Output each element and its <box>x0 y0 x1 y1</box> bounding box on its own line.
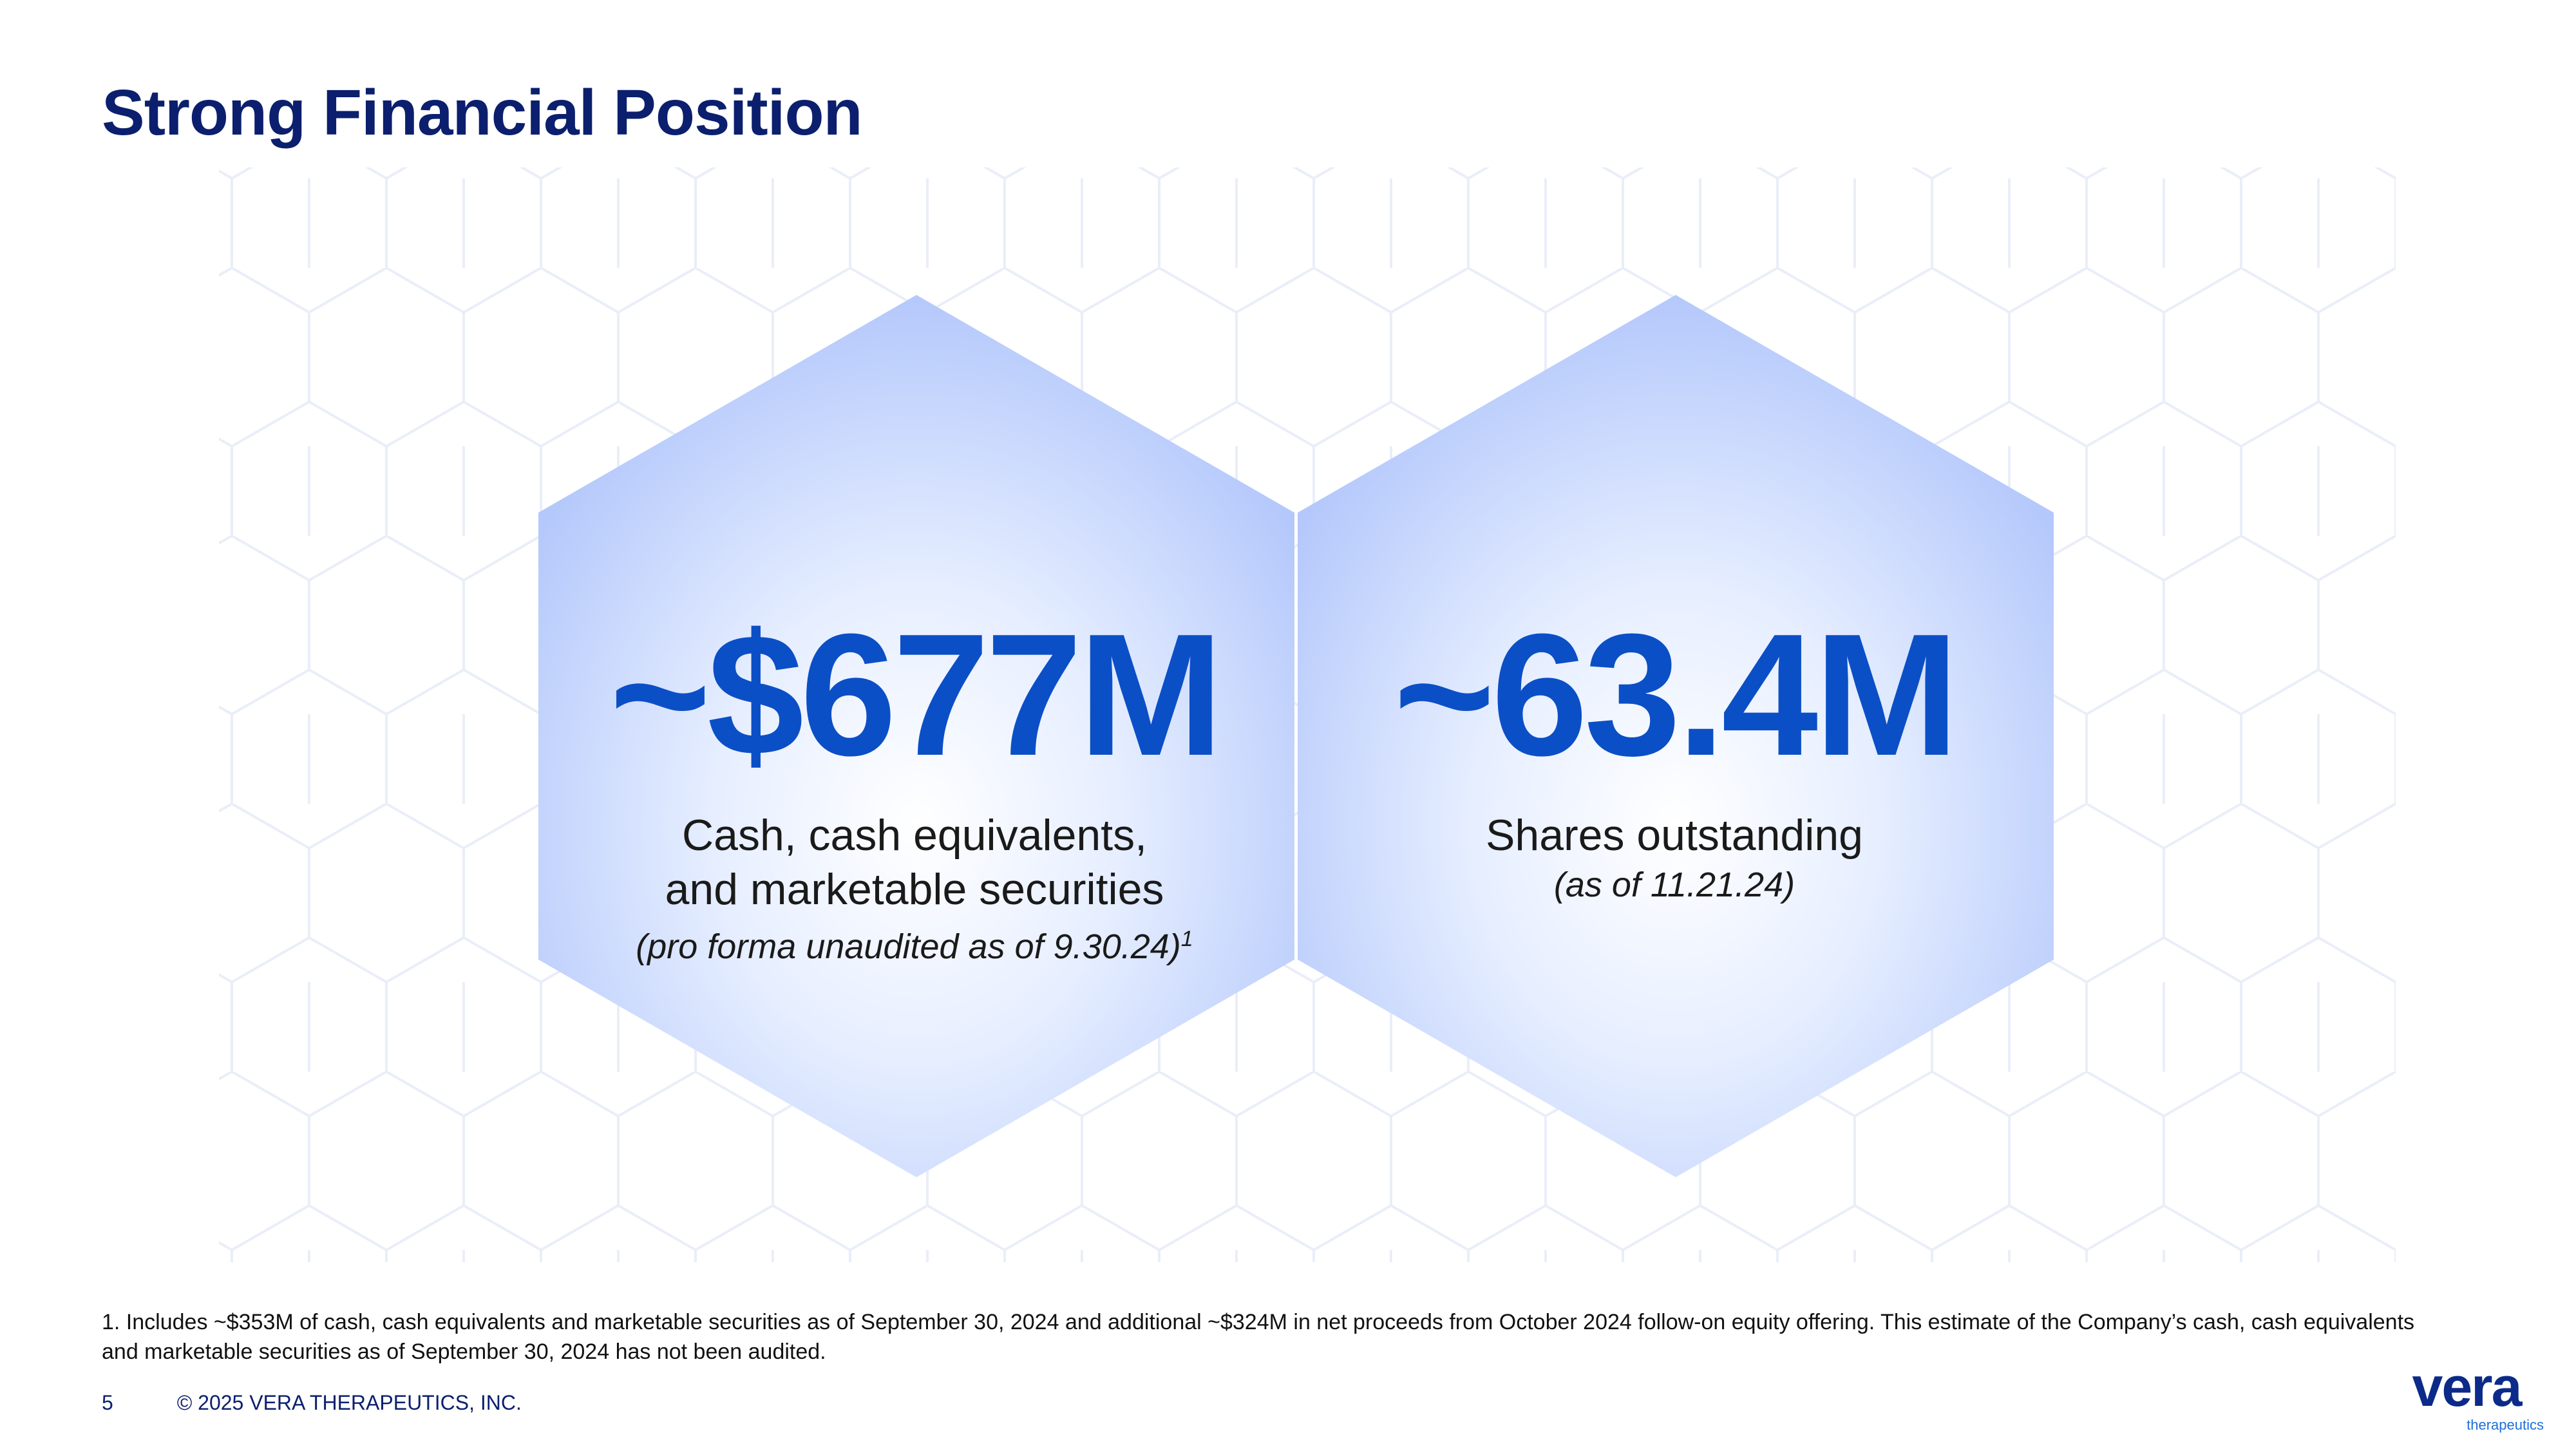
stat-cash-note: (pro forma unaudited as of 9.30.24)1 <box>535 916 1294 969</box>
logo-tagline: therapeutics <box>2467 1417 2544 1433</box>
copyright: © 2025 VERA THERAPEUTICS, INC. <box>176 1391 522 1414</box>
stat-cash: ~$677M Cash, cash equivalents, and marke… <box>535 609 1294 969</box>
hexagon-shares <box>1298 295 2054 1177</box>
footnote: 1. Includes ~$353M of cash, cash equival… <box>102 1310 2415 1364</box>
footer: 5 © 2025 VERA THERAPEUTICS, INC. <box>102 1391 522 1415</box>
stat-cash-label-line2: and marketable securities <box>665 865 1164 914</box>
stat-cash-note-text: (pro forma unaudited as of 9.30.24) <box>636 927 1181 966</box>
page-number: 5 <box>102 1391 113 1414</box>
stat-cash-value: ~$677M <box>609 598 1223 792</box>
page-title: Strong Financial Position <box>102 77 863 149</box>
stat-cash-label-line1: Cash, cash equivalents, <box>682 811 1147 860</box>
vera-logo: vera therapeutics <box>2412 1362 2544 1433</box>
footnote-marker: 1 <box>1180 927 1193 951</box>
stat-shares-value: ~63.4M <box>1393 598 1959 792</box>
stat-shares: ~63.4M Shares outstanding (as of 11.21.2… <box>1294 609 2054 907</box>
stat-shares-note: (as of 11.21.24) <box>1553 866 1795 904</box>
hexagon-cash <box>538 295 1294 1177</box>
logo-word: vera <box>2412 1362 2523 1418</box>
stat-shares-label: Shares outstanding <box>1486 811 1863 860</box>
